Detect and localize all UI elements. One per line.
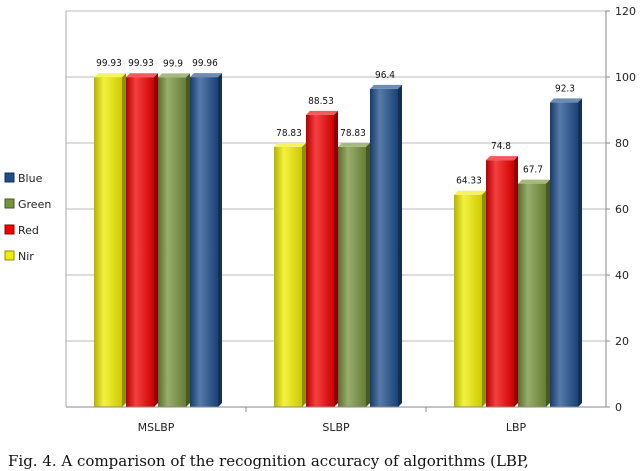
bar-top — [550, 98, 582, 103]
bar — [158, 77, 186, 407]
bar-side — [366, 142, 370, 407]
bar-side — [546, 179, 550, 407]
bar-green-lbp: 67.7 — [518, 165, 550, 407]
bar-nir-lbp: 64.33 — [454, 176, 486, 407]
bar-top — [518, 179, 550, 184]
data-label: 74.8 — [491, 141, 511, 152]
bar — [94, 77, 122, 407]
bar — [274, 146, 302, 407]
bar-top — [370, 84, 402, 89]
x-category-label: SLBP — [322, 421, 350, 434]
data-label: 96.4 — [375, 70, 395, 81]
x-category-label: MSLBP — [138, 421, 175, 434]
bar — [370, 88, 398, 407]
bar-top — [94, 73, 126, 78]
data-label: 67.7 — [523, 165, 543, 176]
y-tick-label: 120 — [615, 5, 636, 18]
bar-series: 99.93 99.93 99.9 99.96 78.83 88.53 78.83 96.4 64… — [94, 58, 582, 407]
bar-green-slbp: 78.83 — [338, 128, 370, 407]
y-tick-label: 20 — [615, 335, 629, 348]
bar-top — [158, 73, 190, 78]
bar-green-mslbp: 99.9 — [158, 58, 190, 407]
bar-side — [218, 73, 222, 407]
bar — [518, 183, 546, 407]
x-category-label: LBP — [506, 421, 527, 434]
bar-nir-mslbp: 99.93 — [94, 58, 126, 407]
legend-label: Nir — [18, 250, 34, 263]
bar-top — [338, 142, 370, 147]
bar-side — [154, 73, 158, 407]
bar-side — [122, 73, 126, 407]
bar-blue-lbp: 92.3 — [550, 83, 582, 407]
bar-side — [578, 98, 582, 407]
y-tick-label: 40 — [615, 269, 629, 282]
bar-top — [306, 110, 338, 115]
bar — [306, 114, 334, 407]
bar-red-mslbp: 99.93 — [126, 58, 158, 407]
bar — [486, 160, 514, 407]
bar-red-slbp: 88.53 — [306, 96, 338, 407]
legend: Blue Green Red Nir — [4, 172, 51, 263]
y-tick-label: 80 — [615, 137, 629, 150]
legend-swatch — [4, 198, 15, 209]
bar-side — [482, 190, 486, 407]
data-label: 92.3 — [555, 83, 575, 94]
legend-swatch — [4, 250, 15, 261]
y-tick-label: 0 — [615, 401, 622, 414]
bar-top — [126, 73, 158, 78]
data-label: 99.96 — [192, 58, 218, 69]
bar-blue-mslbp: 99.96 — [190, 58, 222, 407]
data-label: 88.53 — [308, 96, 334, 107]
data-label: 78.83 — [340, 128, 366, 139]
y-tick-label: 60 — [615, 203, 629, 216]
bar-blue-slbp: 96.4 — [370, 70, 402, 407]
bar-nir-slbp: 78.83 — [274, 128, 306, 407]
bar-top — [486, 156, 518, 161]
y-axis: 0 20 40 60 80 100 120 — [65, 5, 636, 414]
data-label: 64.33 — [456, 176, 482, 187]
legend-label: Red — [18, 224, 39, 237]
bar — [338, 146, 366, 407]
bar-side — [398, 84, 402, 407]
bar-red-lbp: 74.8 — [486, 141, 518, 407]
data-label: 78.83 — [276, 128, 302, 139]
y-tick-label: 100 — [615, 71, 636, 84]
legend-swatch — [4, 172, 15, 183]
legend-label: Green — [18, 198, 51, 211]
bar-top — [190, 73, 222, 78]
legend-swatch — [4, 224, 15, 235]
data-label: 99.9 — [163, 58, 183, 69]
x-axis: MSLBP SLBP LBP — [138, 407, 527, 434]
legend-item-red: Red — [4, 224, 39, 237]
bar — [190, 77, 218, 407]
data-label: 99.93 — [96, 58, 122, 69]
legend-item-blue: Blue — [4, 172, 43, 185]
bar — [454, 194, 482, 407]
bar-top — [274, 142, 306, 147]
legend-item-green: Green — [4, 198, 51, 211]
bar — [550, 102, 578, 407]
bar-top — [454, 190, 486, 195]
bar-side — [302, 142, 306, 407]
legend-item-nir: Nir — [4, 250, 34, 263]
bar — [126, 77, 154, 407]
bar-side — [334, 110, 338, 407]
bar-side — [186, 73, 190, 407]
legend-label: Blue — [18, 172, 43, 185]
data-label: 99.93 — [128, 58, 154, 69]
bar-side — [514, 156, 518, 407]
figure-caption: Fig. 4. A comparison of the recognition … — [8, 452, 529, 470]
